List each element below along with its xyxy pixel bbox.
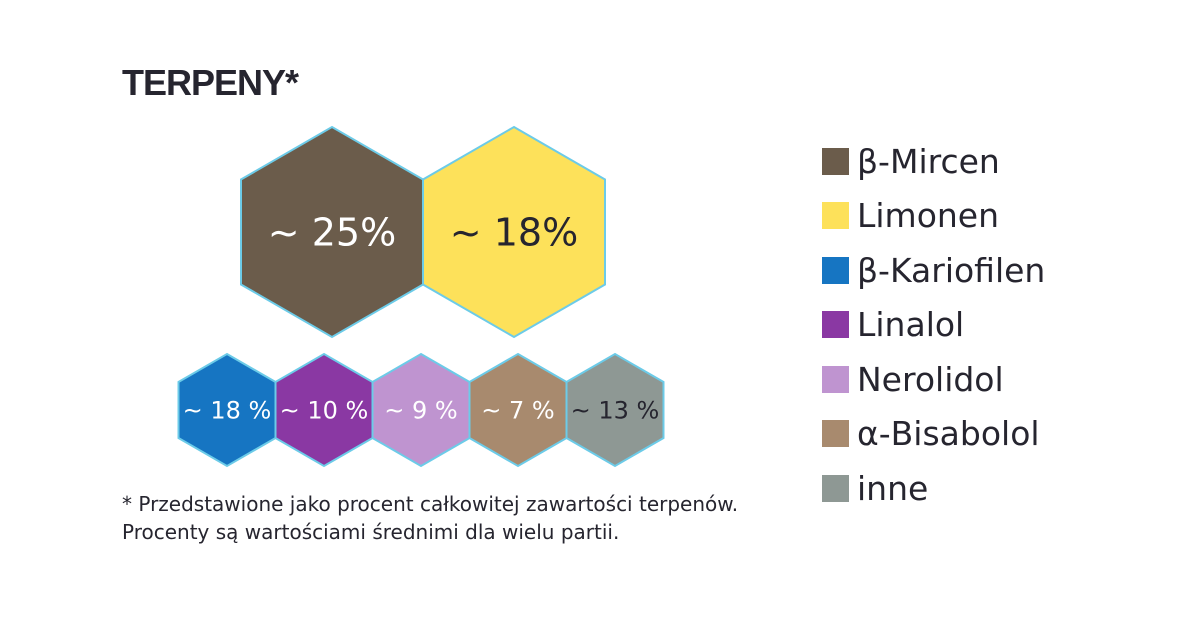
legend-swatch-limonen [822,202,849,230]
legend-label-nerolidol: Nerolidol [857,359,1004,399]
hexagon-label-b-mircen: ~ 25% [268,211,396,255]
legend-item-limonen: Limonen [822,189,1045,244]
hexagon-inne [565,352,665,468]
hexagon-label-a-bisabolol: ~ 7 % [481,397,554,425]
hexagon-label-nerolidol: ~ 9 % [384,397,457,425]
chart-title: TERPENY* [122,62,299,103]
legend-swatch-b-mircen [822,147,849,175]
legend-item-a-bisabolol: α-Bisabolol [822,407,1045,462]
legend-label-b-mircen: β-Mircen [857,141,1000,181]
legend-label-limonen: Limonen [857,196,1000,236]
legend-item-b-mircen: β-Mircen [822,134,1045,189]
hexagon-label-limonen: ~ 18% [450,211,578,255]
legend-label-inne: inne [857,468,929,508]
legend-label-b-kariofilen: β-Kariofilen [857,250,1046,290]
legend-label-linalol: Linalol [857,305,965,345]
legend-item-b-kariofilen: β-Kariofilen [822,243,1045,298]
footnote: * Przedstawione jako procent całkowitej … [122,492,739,544]
hexagon-label-inne: ~ 13 % [571,397,660,425]
legend-swatch-nerolidol [822,365,849,393]
legend-swatch-a-bisabolol [822,420,849,448]
legend-label-a-bisabolol: α-Bisabolol [857,414,1040,454]
legend-item-linalol: Linalol [822,298,1045,353]
legend-swatch-inne [822,474,849,502]
legend-swatch-linalol [822,311,849,339]
legend-swatch-b-kariofilen [822,256,849,284]
legend: β-Mircen Limonen β-Kariofilen Linalol Ne… [822,134,1045,516]
hexagon-label-linalol: ~ 10 % [280,397,369,425]
hexagon-label-b-kariofilen: ~ 18 % [183,397,272,425]
legend-item-nerolidol: Nerolidol [822,352,1045,407]
hexagon-limonen [422,125,606,339]
legend-item-inne: inne [822,461,1045,516]
